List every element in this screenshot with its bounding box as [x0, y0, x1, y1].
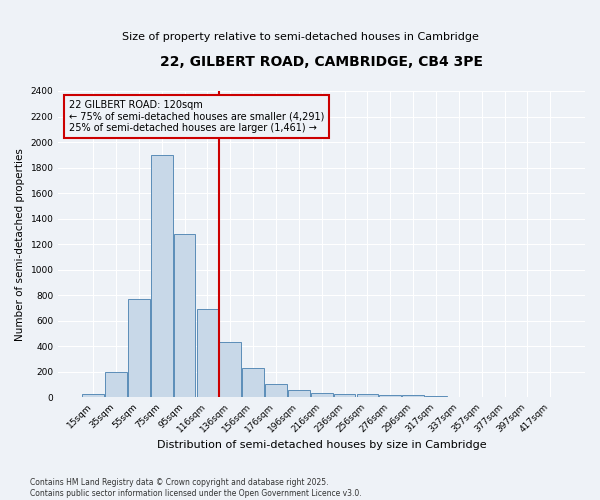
Bar — [151, 155, 173, 398]
Bar — [220, 342, 241, 398]
Bar — [334, 394, 355, 398]
Title: 22, GILBERT ROAD, CAMBRIDGE, CB4 3PE: 22, GILBERT ROAD, CAMBRIDGE, CB4 3PE — [160, 55, 483, 69]
Bar — [242, 368, 264, 398]
Bar — [402, 395, 424, 398]
Text: Size of property relative to semi-detached houses in Cambridge: Size of property relative to semi-detach… — [122, 32, 478, 42]
Text: 22 GILBERT ROAD: 120sqm
← 75% of semi-detached houses are smaller (4,291)
25% of: 22 GILBERT ROAD: 120sqm ← 75% of semi-de… — [69, 100, 325, 134]
Bar — [265, 384, 287, 398]
Bar — [288, 390, 310, 398]
Bar — [311, 393, 332, 398]
Bar — [105, 372, 127, 398]
Bar — [379, 395, 401, 398]
Bar — [174, 234, 196, 398]
X-axis label: Distribution of semi-detached houses by size in Cambridge: Distribution of semi-detached houses by … — [157, 440, 487, 450]
Bar — [356, 394, 378, 398]
Bar — [82, 394, 104, 398]
Bar — [197, 310, 218, 398]
Y-axis label: Number of semi-detached properties: Number of semi-detached properties — [15, 148, 25, 340]
Bar — [425, 396, 447, 398]
Bar — [128, 299, 150, 398]
Text: Contains HM Land Registry data © Crown copyright and database right 2025.
Contai: Contains HM Land Registry data © Crown c… — [30, 478, 362, 498]
